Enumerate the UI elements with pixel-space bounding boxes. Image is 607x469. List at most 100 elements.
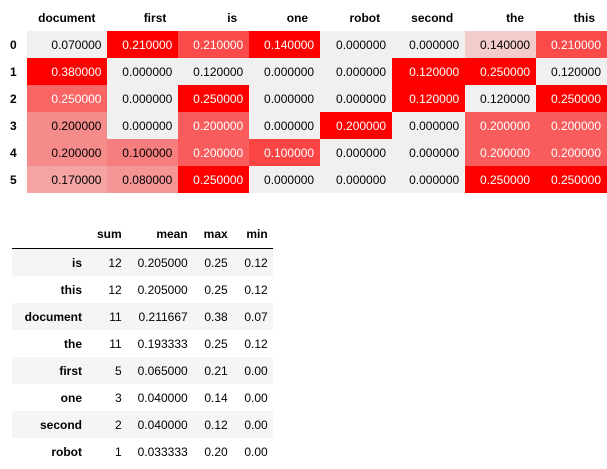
- heatmap-cell: 0.210000: [107, 31, 179, 58]
- heatmap-cell: 0.250000: [536, 166, 607, 193]
- row-index: 0: [8, 31, 28, 58]
- heatmap-cell: 0.000000: [320, 85, 393, 112]
- sum-cell: 12: [108, 255, 122, 270]
- table-row: 3 0.200000 0.000000 0.200000 0.000000 0.…: [8, 112, 607, 139]
- heatmap-cell: 0.210000: [178, 31, 250, 58]
- stats-header-row: sum mean max min: [12, 220, 273, 249]
- heatmap-cell: 0.200000: [536, 139, 607, 166]
- sum-cell: 1: [115, 444, 122, 459]
- column-header-the: the: [506, 11, 525, 25]
- heatmap-cell: 0.000000: [107, 112, 179, 139]
- min-cell: 0.07: [244, 309, 268, 324]
- mean-cell: 0.205000: [137, 282, 188, 297]
- heatmap-cell: 0.200000: [178, 139, 250, 166]
- table-row: 2 0.250000 0.000000 0.250000 0.000000 0.…: [8, 85, 607, 112]
- mean-cell: 0.040000: [137, 390, 188, 405]
- heatmap-cell: 0.000000: [249, 58, 321, 85]
- heatmap-cell: 0.200000: [27, 139, 108, 166]
- max-cell: 0.25: [204, 282, 228, 297]
- sum-cell: 11: [109, 309, 122, 324]
- column-header-one: one: [286, 11, 309, 25]
- max-cell: 0.21: [204, 363, 228, 378]
- column-header-mean: mean: [126, 220, 193, 249]
- table-row: 4 0.200000 0.100000 0.200000 0.100000 0.…: [8, 139, 607, 166]
- heatmap-header-row: document first is one robot second the t…: [8, 5, 607, 31]
- heatmap-cell: 0.200000: [27, 112, 108, 139]
- mean-cell: 0.033333: [137, 444, 188, 459]
- min-cell: 0.12: [244, 336, 268, 351]
- heatmap-cell: 0.170000: [27, 166, 108, 193]
- heatmap-cell: 0.250000: [178, 85, 250, 112]
- heatmap-cell: 0.000000: [249, 166, 321, 193]
- max-cell: 0.20: [204, 444, 228, 459]
- heatmap-cell: 0.380000: [27, 58, 108, 85]
- max-cell: 0.38: [204, 309, 228, 324]
- stats-header: sum mean max min: [12, 220, 273, 249]
- heatmap-cell: 0.100000: [107, 139, 179, 166]
- heatmap-cell: 0.250000: [465, 58, 537, 85]
- heatmap-cell: 0.000000: [392, 31, 466, 58]
- min-cell: 0.00: [244, 417, 268, 432]
- min-cell: 0.00: [244, 390, 268, 405]
- stats-table: sum mean max min is 12 0.205000 0.25 0.1…: [12, 220, 273, 465]
- heatmap-cell: 0.200000: [465, 112, 537, 139]
- row-label: robot: [51, 444, 82, 459]
- heatmap-cell: 0.070000: [27, 31, 108, 58]
- row-index: 5: [8, 166, 28, 193]
- sum-cell: 11: [109, 336, 122, 351]
- column-header-second: second: [411, 11, 454, 25]
- column-header-max: max: [192, 220, 233, 249]
- max-cell: 0.12: [204, 417, 228, 432]
- column-header-is: is: [227, 11, 238, 25]
- heatmap-cell: 0.000000: [392, 139, 466, 166]
- stats-corner-cell: [12, 220, 92, 249]
- column-header-min: min: [232, 220, 273, 249]
- row-label: first: [59, 363, 82, 378]
- heatmap-cell: 0.000000: [320, 31, 393, 58]
- heatmap-cell: 0.200000: [320, 112, 393, 139]
- sum-cell: 3: [115, 390, 122, 405]
- heatmap-cell: 0.250000: [465, 166, 537, 193]
- heatmap-cell: 0.000000: [107, 58, 179, 85]
- heatmap-cell: 0.000000: [107, 85, 179, 112]
- row-label: second: [39, 417, 82, 432]
- heatmap-cell: 0.140000: [249, 31, 321, 58]
- table-row: 0 0.070000 0.210000 0.210000 0.140000 0.…: [8, 31, 607, 58]
- row-index: 3: [8, 112, 28, 139]
- table-row: one 3 0.040000 0.14 0.00: [12, 384, 273, 411]
- sum-cell: 2: [115, 417, 122, 432]
- sum-cell: 5: [115, 363, 122, 378]
- table-row: this 12 0.205000 0.25 0.12: [12, 276, 273, 303]
- stats-body: is 12 0.205000 0.25 0.12 this 12 0.20500…: [12, 248, 273, 466]
- heatmap-cell: 0.000000: [392, 112, 466, 139]
- column-header-robot: robot: [349, 11, 381, 25]
- mean-cell: 0.065000: [137, 363, 188, 378]
- mean-cell: 0.205000: [137, 255, 188, 270]
- row-index: 2: [8, 85, 28, 112]
- max-cell: 0.25: [204, 336, 228, 351]
- heatmap-header: document first is one robot second the t…: [8, 5, 607, 31]
- heatmap-cell: 0.100000: [249, 139, 321, 166]
- column-header-document: document: [38, 11, 96, 25]
- row-label: this: [60, 282, 82, 297]
- table-row: robot 1 0.033333 0.20 0.00: [12, 438, 273, 465]
- column-header-first: first: [143, 11, 167, 25]
- heatmap-cell: 0.250000: [27, 85, 108, 112]
- heatmap-cell: 0.120000: [178, 58, 250, 85]
- table-row: the 11 0.193333 0.25 0.12: [12, 330, 273, 357]
- min-cell: 0.12: [244, 255, 268, 270]
- heatmap-corner-cell: [8, 5, 27, 31]
- min-cell: 0.00: [244, 444, 268, 459]
- column-header-sum: sum: [92, 220, 127, 249]
- heatmap-cell: 0.140000: [465, 31, 537, 58]
- max-cell: 0.25: [204, 255, 228, 270]
- heatmap-body: 0 0.070000 0.210000 0.210000 0.140000 0.…: [8, 31, 607, 193]
- table-row: 5 0.170000 0.080000 0.250000 0.000000 0.…: [8, 166, 607, 193]
- heatmap-cell: 0.000000: [249, 85, 321, 112]
- heatmap-cell: 0.250000: [536, 85, 607, 112]
- heatmap-cell: 0.250000: [178, 166, 250, 193]
- heatmap-cell: 0.200000: [465, 139, 537, 166]
- table-row: first 5 0.065000 0.21 0.00: [12, 357, 273, 384]
- sum-cell: 12: [108, 282, 122, 297]
- max-cell: 0.14: [204, 390, 228, 405]
